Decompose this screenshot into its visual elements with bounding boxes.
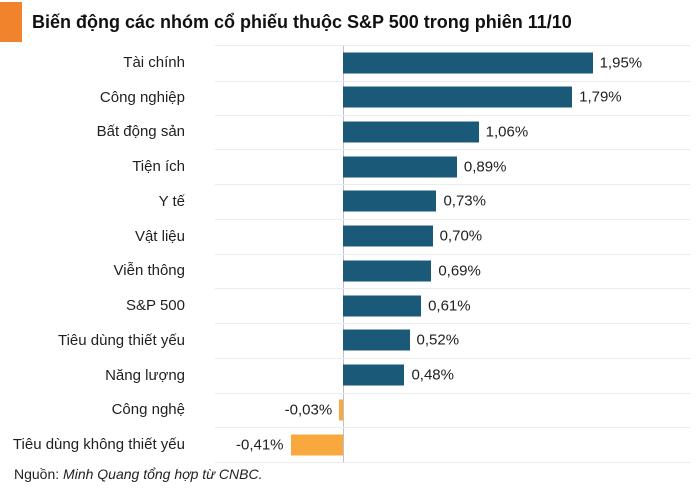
category-label: Y tế <box>158 192 185 210</box>
category-label: Vật liệu <box>134 227 185 245</box>
bar-row: Tài chính 1,95% <box>0 45 700 82</box>
bar-row: Công nghiệp 1,79% <box>0 80 700 116</box>
row-plot-area: 0,89% <box>215 149 690 185</box>
bar-row: Tiện ích 0,89% <box>0 149 700 185</box>
positive-bar <box>343 225 433 247</box>
source-text: Minh Quang tổng hợp từ CNBC. <box>63 466 263 482</box>
bar-row: Bất động sản 1,06% <box>0 115 700 151</box>
value-label: 0,52% <box>416 331 460 349</box>
source-prefix: Nguồn: <box>14 466 64 482</box>
title-accent-square <box>0 2 22 42</box>
category-label: Tài chính <box>123 53 185 71</box>
positive-bar <box>343 329 410 351</box>
row-plot-area: 0,70% <box>215 219 690 255</box>
category-label: Tiêu dùng thiết yếu <box>57 331 185 349</box>
row-plot-area: 0,69% <box>215 254 690 290</box>
category-label: S&P 500 <box>126 297 185 315</box>
chart-title: Biến động các nhóm cổ phiếu thuộc S&P 50… <box>32 12 572 32</box>
category-label: Tiện ích <box>132 158 185 176</box>
row-plot-area: 1,79% <box>215 80 690 116</box>
row-plot-area: 1,06% <box>215 115 690 151</box>
positive-bar <box>343 295 422 317</box>
row-plot-area: 1,95% <box>215 45 690 82</box>
positive-bar <box>343 52 593 74</box>
positive-bar <box>343 86 573 108</box>
value-label: -0,41% <box>235 436 284 454</box>
row-plot-area: 0,52% <box>215 323 690 359</box>
value-label: 1,06% <box>485 123 529 141</box>
zero-axis-line <box>343 45 344 462</box>
bar-row: S&P 500 0,61% <box>0 288 700 324</box>
positive-bar <box>343 364 405 386</box>
positive-bar <box>343 121 479 143</box>
category-label: Công nghệ <box>111 401 185 419</box>
bar-row: Công nghệ -0,03% <box>0 393 700 429</box>
value-label: 0,48% <box>411 366 454 384</box>
value-label: 0,70% <box>439 227 483 245</box>
positive-bar <box>343 190 437 212</box>
value-label: 0,89% <box>463 158 507 176</box>
row-plot-area: 0,73% <box>215 184 690 220</box>
value-label: -0,03% <box>284 401 333 419</box>
negative-bar <box>290 434 343 456</box>
value-label: 1,95% <box>599 54 643 72</box>
bar-row: Tiêu dùng không thiết yếu -0,41% <box>0 427 700 463</box>
bar-row: Y tế 0,73% <box>0 184 700 220</box>
positive-bar <box>343 156 457 178</box>
chart-header: Biến động các nhóm cổ phiếu thuộc S&P 50… <box>0 0 700 45</box>
category-label: Tiêu dùng không thiết yếu <box>12 436 185 454</box>
bar-row: Viễn thông 0,69% <box>0 254 700 290</box>
row-plot-area: -0,03% <box>215 393 690 429</box>
category-label: Viễn thông <box>113 262 185 280</box>
bar-row: Vật liệu 0,70% <box>0 219 700 255</box>
bar-chart: Tài chính 1,95% Công nghiệp 1,79% Bất động s… <box>0 45 700 463</box>
category-label: Năng lượng <box>105 366 185 384</box>
negative-bar <box>339 399 343 421</box>
row-plot-area: 0,48% <box>215 358 690 394</box>
row-plot-area: 0,61% <box>215 288 690 324</box>
value-label: 1,79% <box>579 88 622 106</box>
value-label: 0,73% <box>443 192 486 210</box>
category-label: Bất động sản <box>96 123 185 141</box>
category-label: Công nghiệp <box>99 88 185 106</box>
value-label: 0,69% <box>438 262 481 280</box>
value-label: 0,61% <box>428 297 471 315</box>
row-plot-area: -0,41% <box>215 427 690 463</box>
positive-bar <box>343 260 432 282</box>
source-note: Nguồn: Minh Quang tổng hợp từ CNBC. <box>14 466 262 482</box>
bar-row: Năng lượng 0,48% <box>0 358 700 394</box>
bar-row: Tiêu dùng thiết yếu 0,52% <box>0 323 700 359</box>
